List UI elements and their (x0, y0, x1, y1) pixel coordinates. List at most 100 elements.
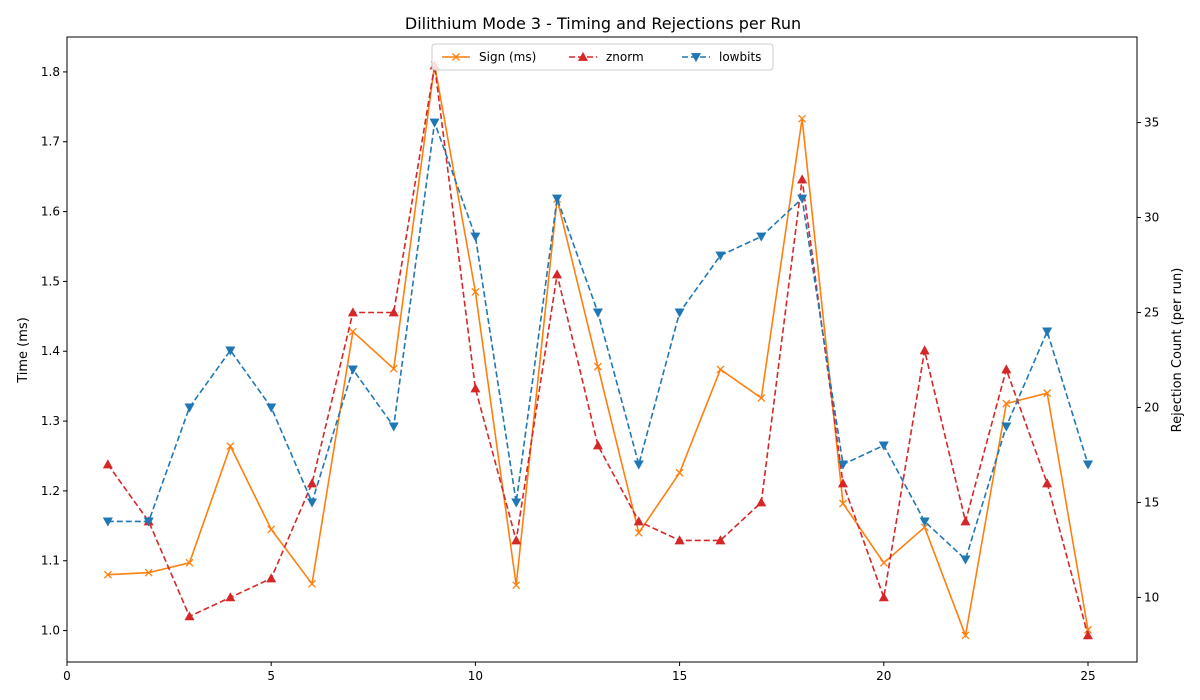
data-point (757, 394, 766, 402)
data-point (266, 403, 277, 413)
x-tick-label: 10 (468, 669, 483, 683)
y-tick-label: 1.5 (41, 274, 60, 288)
data-point (307, 498, 318, 508)
legend-box (431, 43, 774, 71)
data-point (103, 570, 112, 579)
plot-frame (66, 36, 1138, 663)
y-tick-label: 1.3 (41, 414, 60, 428)
data-point (144, 568, 153, 577)
data-point (388, 422, 399, 432)
y-tick-label: 1.0 (41, 624, 60, 638)
y2-tick-label: 25 (1144, 305, 1159, 319)
data-point (756, 232, 767, 242)
data-point (347, 365, 358, 375)
data-point (592, 440, 603, 450)
data-point (388, 307, 399, 317)
data-point (1042, 478, 1053, 488)
legend: Sign (ms) znorm lowbits (431, 43, 774, 71)
legend-marker (452, 53, 460, 61)
y-axis-label: Time (ms) (16, 317, 31, 384)
data-point (225, 592, 236, 602)
data-point (1082, 460, 1093, 470)
data-point (593, 362, 602, 371)
data-point (879, 558, 888, 567)
x-tick-label: 20 (876, 669, 891, 683)
legend-marker (690, 53, 702, 63)
data-point (633, 516, 644, 526)
y2-tick-label: 15 (1144, 495, 1159, 509)
data-point (838, 499, 847, 508)
data-point (429, 118, 440, 128)
data-point (920, 523, 929, 532)
series-znorm (102, 60, 1093, 640)
data-point (675, 468, 684, 477)
data-point (674, 308, 685, 318)
legend-label: lowbits (719, 50, 761, 64)
data-point (960, 555, 971, 565)
data-point (102, 459, 113, 469)
data-point (715, 251, 726, 261)
data-point (674, 535, 685, 545)
data-point (552, 194, 563, 204)
data-point (348, 327, 357, 336)
data-point (184, 611, 195, 621)
y2-tick-label: 10 (1144, 590, 1159, 604)
data-point (919, 517, 930, 527)
data-point (633, 460, 644, 470)
data-point (919, 345, 930, 355)
series-layer (102, 60, 1093, 640)
series-line (107, 122, 1089, 561)
data-point (266, 573, 277, 583)
data-point (470, 232, 481, 242)
data-point (1002, 399, 1011, 408)
legend-label: znorm (606, 50, 644, 64)
legend-item: lowbits (682, 50, 761, 64)
y2-tick-label: 30 (1144, 210, 1159, 224)
data-point (837, 478, 848, 488)
data-point (878, 441, 889, 451)
data-point (552, 269, 563, 279)
data-point (225, 346, 236, 356)
data-point (797, 174, 808, 184)
data-point (1001, 364, 1012, 374)
series-lowbits (102, 118, 1093, 565)
y-tick-label: 1.7 (41, 135, 60, 149)
y-tick-label: 1.1 (41, 554, 60, 568)
legend-marker (577, 51, 589, 61)
y-axis-right: 10 15 20 25 30 35 (1137, 115, 1159, 604)
data-point (961, 631, 970, 640)
x-tick-label: 15 (672, 669, 687, 683)
data-point (797, 194, 808, 204)
data-point (185, 558, 194, 567)
data-point (878, 592, 889, 602)
data-point (634, 528, 643, 537)
y2-tick-label: 20 (1144, 400, 1159, 414)
legend-item: Sign (ms) (442, 50, 536, 64)
series-line (107, 64, 1089, 639)
data-point (960, 516, 971, 526)
data-point (511, 535, 522, 545)
data-point (592, 308, 603, 318)
x-tick-label: 5 (267, 669, 275, 683)
data-point (347, 307, 358, 317)
y-tick-label: 1.6 (41, 205, 60, 219)
y-tick-label: 1.4 (41, 344, 60, 358)
data-point (102, 517, 113, 527)
data-point (511, 498, 522, 508)
data-point (470, 383, 481, 393)
data-point (389, 364, 398, 373)
data-point (798, 114, 807, 123)
data-point (512, 581, 521, 590)
data-point (715, 535, 726, 545)
chart-title: Dilithium Mode 3 - Timing and Rejections… (405, 14, 801, 33)
data-point (308, 579, 316, 588)
data-point (1042, 327, 1053, 337)
series-line (107, 65, 1089, 636)
x-tick-label: 25 (1080, 669, 1095, 683)
y2-axis-label: Rejection Count (per run) (1170, 268, 1185, 433)
data-point (226, 442, 235, 451)
data-point (184, 403, 195, 413)
data-point (837, 460, 848, 470)
data-point (307, 478, 318, 488)
